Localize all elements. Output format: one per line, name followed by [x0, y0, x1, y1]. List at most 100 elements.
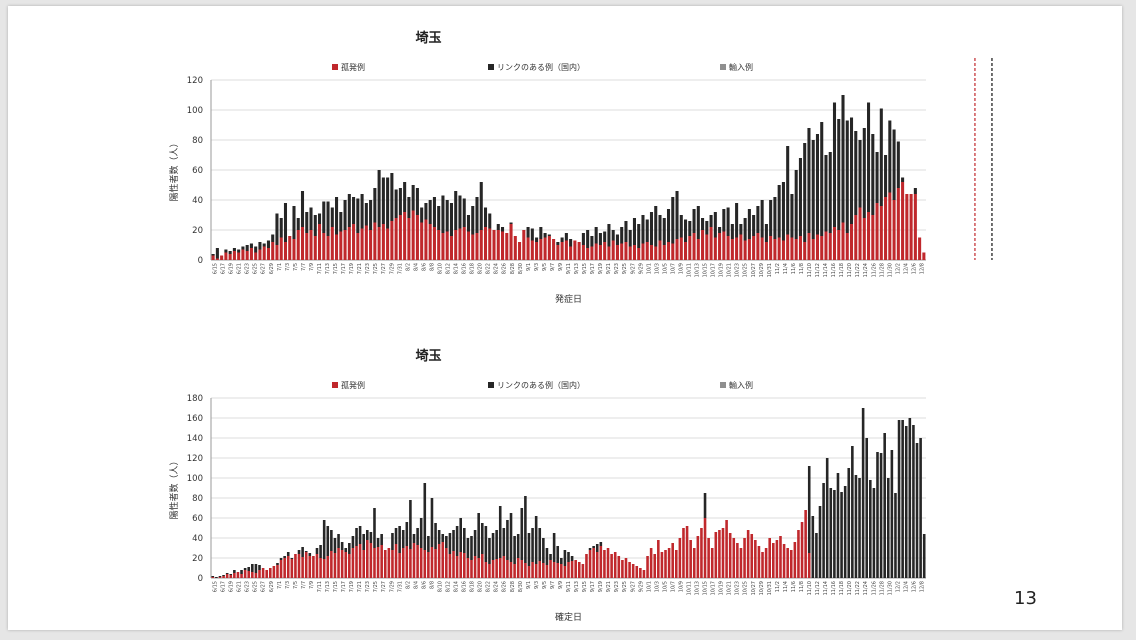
bar-linked: [427, 536, 430, 552]
bar-isolated: [236, 572, 240, 578]
bar-linked: [275, 213, 279, 245]
bar-linked: [851, 446, 854, 578]
bar-isolated: [689, 540, 692, 578]
bar-isolated: [535, 242, 539, 260]
bar-linked: [471, 206, 475, 235]
x-tick-label: 12/2: [895, 263, 901, 274]
x-tick-label: 6/17: [221, 581, 227, 592]
bar-linked: [247, 567, 251, 571]
bar-isolated: [455, 556, 459, 578]
x-tick-label: 8/2: [405, 581, 411, 589]
bar-linked: [279, 558, 283, 560]
bar-isolated: [610, 554, 613, 578]
bar-linked: [594, 227, 598, 244]
bar-isolated: [288, 236, 292, 260]
bar-linked: [258, 565, 261, 570]
x-tick-label: 9/23: [614, 581, 620, 592]
bar-isolated: [726, 236, 730, 260]
bar-isolated: [854, 215, 858, 260]
bar-isolated: [545, 565, 549, 578]
bar-isolated: [714, 532, 718, 578]
x-tick-label: 11/18: [839, 581, 845, 595]
x-tick-label: 8/14: [454, 581, 460, 592]
x-tick-label: 8/28: [510, 263, 516, 274]
bar-linked: [398, 526, 401, 553]
bar-linked: [840, 492, 843, 578]
x-tick-label: 10/1: [646, 581, 652, 592]
bar-isolated: [746, 530, 750, 578]
bar-isolated: [409, 549, 412, 578]
x-tick-label: 11/14: [823, 263, 829, 277]
x-tick-label: 11/4: [783, 263, 789, 274]
bar-isolated: [682, 528, 685, 578]
x-tick-label: 10/1: [646, 263, 652, 274]
bar-isolated: [671, 543, 674, 578]
bar-linked: [308, 553, 312, 556]
bar-isolated: [344, 552, 348, 578]
bar-linked: [581, 233, 585, 245]
bar-linked: [344, 548, 348, 552]
bar-isolated: [304, 552, 308, 578]
bar-linked: [628, 230, 632, 247]
bar-isolated: [228, 254, 232, 260]
bar-isolated: [705, 234, 709, 260]
bar-linked: [454, 191, 458, 230]
x-tick-label: 8/26: [502, 263, 508, 274]
page-number: 13: [1014, 588, 1037, 609]
bar-isolated: [237, 252, 241, 260]
x-tick-label: 9/5: [542, 581, 548, 589]
bar-isolated: [301, 557, 304, 578]
x-tick-label: 7/19: [349, 581, 355, 592]
x-tick-label: 11/16: [831, 263, 837, 277]
bar-linked: [564, 233, 568, 241]
bar-isolated: [710, 548, 714, 578]
bar-linked: [624, 221, 628, 242]
x-tick-label: 9/9: [558, 263, 564, 271]
y-tick-label: 120: [187, 454, 203, 464]
bar-linked: [632, 218, 636, 245]
bar-isolated: [760, 237, 764, 260]
bar-isolated: [225, 574, 229, 578]
bar-linked: [798, 158, 802, 236]
bar-linked: [373, 188, 377, 223]
bar-isolated: [258, 570, 261, 578]
x-tick-label: 12/8: [919, 581, 925, 592]
bar-linked: [448, 533, 452, 554]
x-tick-label: 10/27: [751, 263, 757, 277]
bar-isolated: [463, 553, 466, 578]
bar-linked: [599, 542, 603, 546]
x-tick-label: 7/27: [381, 263, 387, 274]
bar-linked: [495, 530, 498, 559]
bar-linked: [872, 488, 876, 578]
bar-isolated: [505, 233, 509, 260]
bar-linked: [360, 194, 364, 229]
bar-linked: [769, 200, 773, 236]
x-tick-label: 6/29: [269, 581, 275, 592]
bar-linked: [496, 224, 500, 230]
bar-isolated: [254, 573, 258, 578]
bar-linked: [556, 546, 560, 563]
bar-isolated: [509, 224, 513, 260]
bar-isolated: [286, 556, 290, 578]
bar-linked: [752, 215, 756, 236]
x-tick-label: 9/17: [590, 581, 596, 592]
bar-linked: [330, 207, 334, 227]
bar-linked: [811, 140, 815, 239]
bar-linked: [854, 131, 858, 215]
bar-isolated: [445, 548, 448, 578]
bar-isolated: [754, 540, 757, 578]
bar-isolated: [283, 242, 288, 260]
bar-linked: [364, 203, 368, 226]
x-tick-label: 9/21: [606, 581, 612, 592]
bar-isolated: [229, 575, 233, 578]
legend-label: リンクのある例（国内）: [497, 62, 585, 72]
bar-isolated: [348, 554, 351, 578]
bar-linked: [322, 201, 326, 233]
bar-linked: [441, 534, 445, 542]
x-tick-label: 9/7: [550, 263, 556, 271]
bar-isolated: [322, 233, 326, 260]
bar-linked: [671, 197, 675, 244]
bar-isolated: [761, 552, 764, 578]
bar-isolated: [552, 562, 556, 578]
bar-isolated: [592, 548, 595, 578]
